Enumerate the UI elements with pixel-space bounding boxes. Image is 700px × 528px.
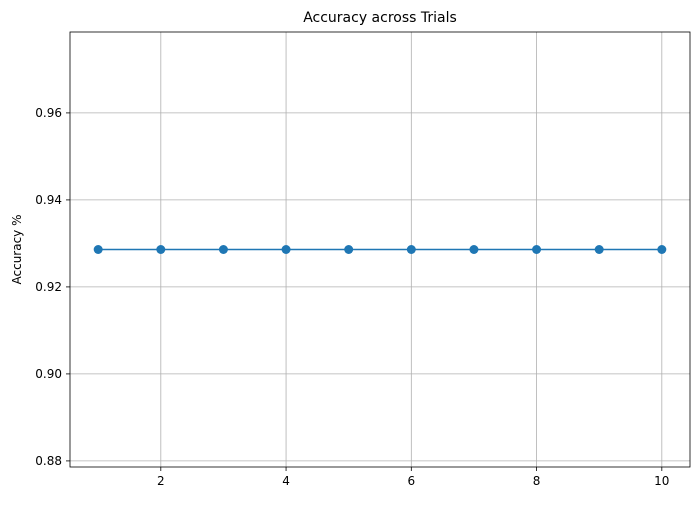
y-tick-label: 0.92 bbox=[35, 280, 62, 294]
y-tick-label: 0.96 bbox=[35, 106, 62, 120]
x-axis: 2 4 6 8 10 bbox=[157, 467, 669, 488]
y-tick-label: 0.88 bbox=[35, 454, 62, 468]
series-layer bbox=[93, 245, 667, 254]
plot-frame bbox=[69, 31, 691, 468]
data-point bbox=[93, 245, 103, 254]
y-tick-label: 0.94 bbox=[35, 193, 62, 207]
y-axis: 0.88 0.90 0.92 0.94 0.96 bbox=[35, 106, 70, 468]
data-point bbox=[406, 245, 416, 254]
x-tick-label: 6 bbox=[407, 474, 415, 488]
x-tick-label: 2 bbox=[157, 474, 165, 488]
data-point bbox=[281, 245, 291, 254]
data-point bbox=[594, 245, 604, 254]
x-tick-label: 10 bbox=[654, 474, 669, 488]
x-tick-label: 8 bbox=[533, 474, 541, 488]
data-point bbox=[469, 245, 479, 254]
data-point bbox=[532, 245, 542, 254]
data-point bbox=[657, 245, 667, 254]
y-gridlines bbox=[70, 112, 690, 462]
x-tick-label: 4 bbox=[282, 474, 290, 488]
data-point bbox=[344, 245, 354, 254]
y-axis-label: Accuracy % bbox=[10, 214, 24, 284]
y-tick-label: 0.90 bbox=[35, 367, 62, 381]
data-point bbox=[218, 245, 228, 254]
chart-title: Accuracy across Trials bbox=[303, 10, 457, 26]
data-point bbox=[156, 245, 166, 254]
